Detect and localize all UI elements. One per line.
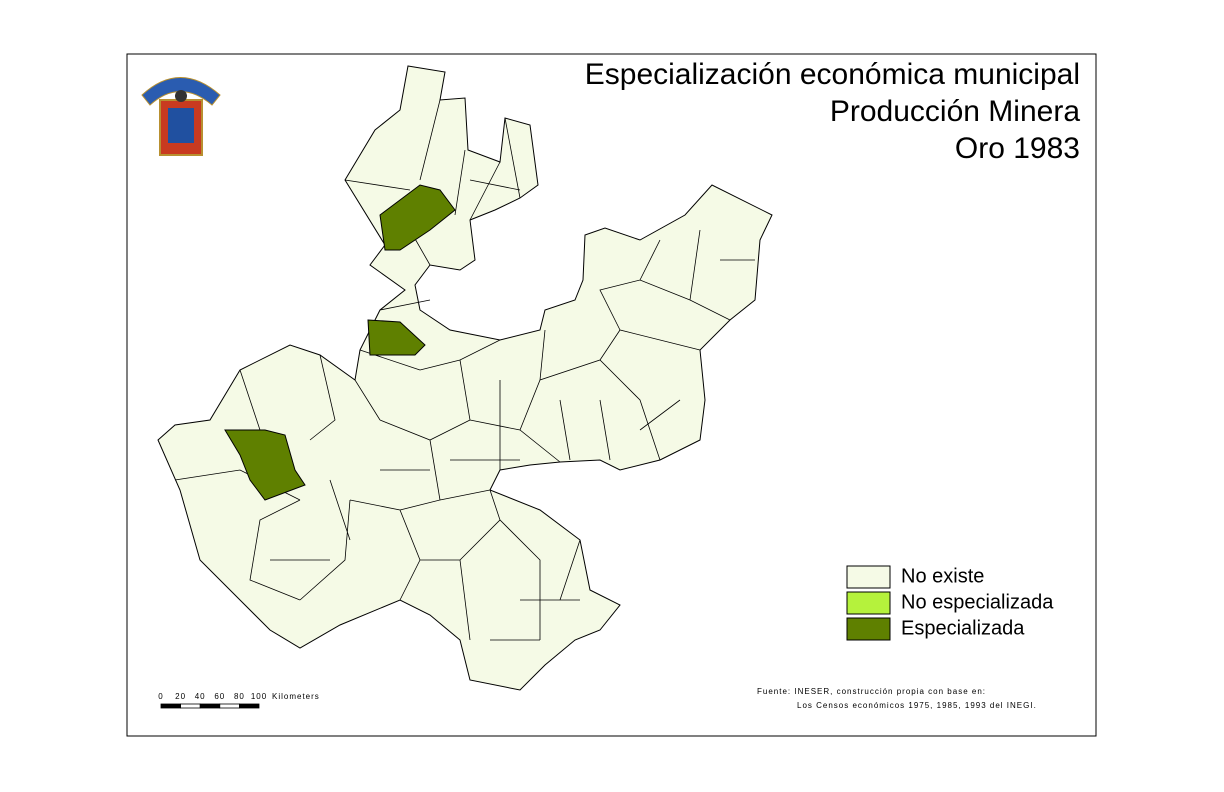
scale-unit: Kilometers (272, 692, 320, 701)
source-line: Los Censos económicos 1975, 1985, 1993 d… (797, 701, 1037, 710)
legend-label: No existe (901, 565, 984, 587)
scale-label: 80 (234, 692, 245, 701)
municipal-borders (174, 99, 755, 641)
legend-swatch (846, 617, 891, 641)
scale-label: 100 (251, 692, 267, 701)
legend-swatch (846, 565, 891, 589)
title-line: Oro 1983 (955, 132, 1080, 165)
scale-label: 60 (214, 692, 225, 701)
state-region (157, 65, 773, 691)
scale-segment (160, 703, 182, 709)
scale-segment (199, 703, 221, 709)
scale-segment (180, 703, 201, 709)
specialized-region (379, 184, 456, 251)
scale-label: 40 (195, 692, 206, 701)
scale-label: 0 (158, 692, 163, 701)
title: Especialización económica municipal Produ… (585, 58, 1081, 165)
legend-label: No especializada (901, 591, 1054, 613)
source-line: Fuente: INESER, construcción propia con … (757, 687, 986, 696)
scale-segment (219, 703, 240, 709)
scale-segment (238, 703, 260, 709)
map (157, 65, 773, 691)
legend-label: Especializada (901, 617, 1025, 639)
specialized-region (367, 319, 426, 356)
scale-label: 20 (175, 692, 186, 701)
legend: No existe No especializada Especializada (846, 565, 1054, 641)
logo (141, 77, 221, 156)
scale-bar: 0 20 40 60 80 100 Kilometers (158, 692, 320, 709)
title-line: Especialización económica municipal (585, 58, 1080, 91)
title-line: Producción Minera (830, 95, 1080, 128)
legend-swatch (846, 591, 891, 615)
specialized-region (224, 429, 306, 501)
source: Fuente: INESER, construcción propia con … (757, 687, 1037, 710)
